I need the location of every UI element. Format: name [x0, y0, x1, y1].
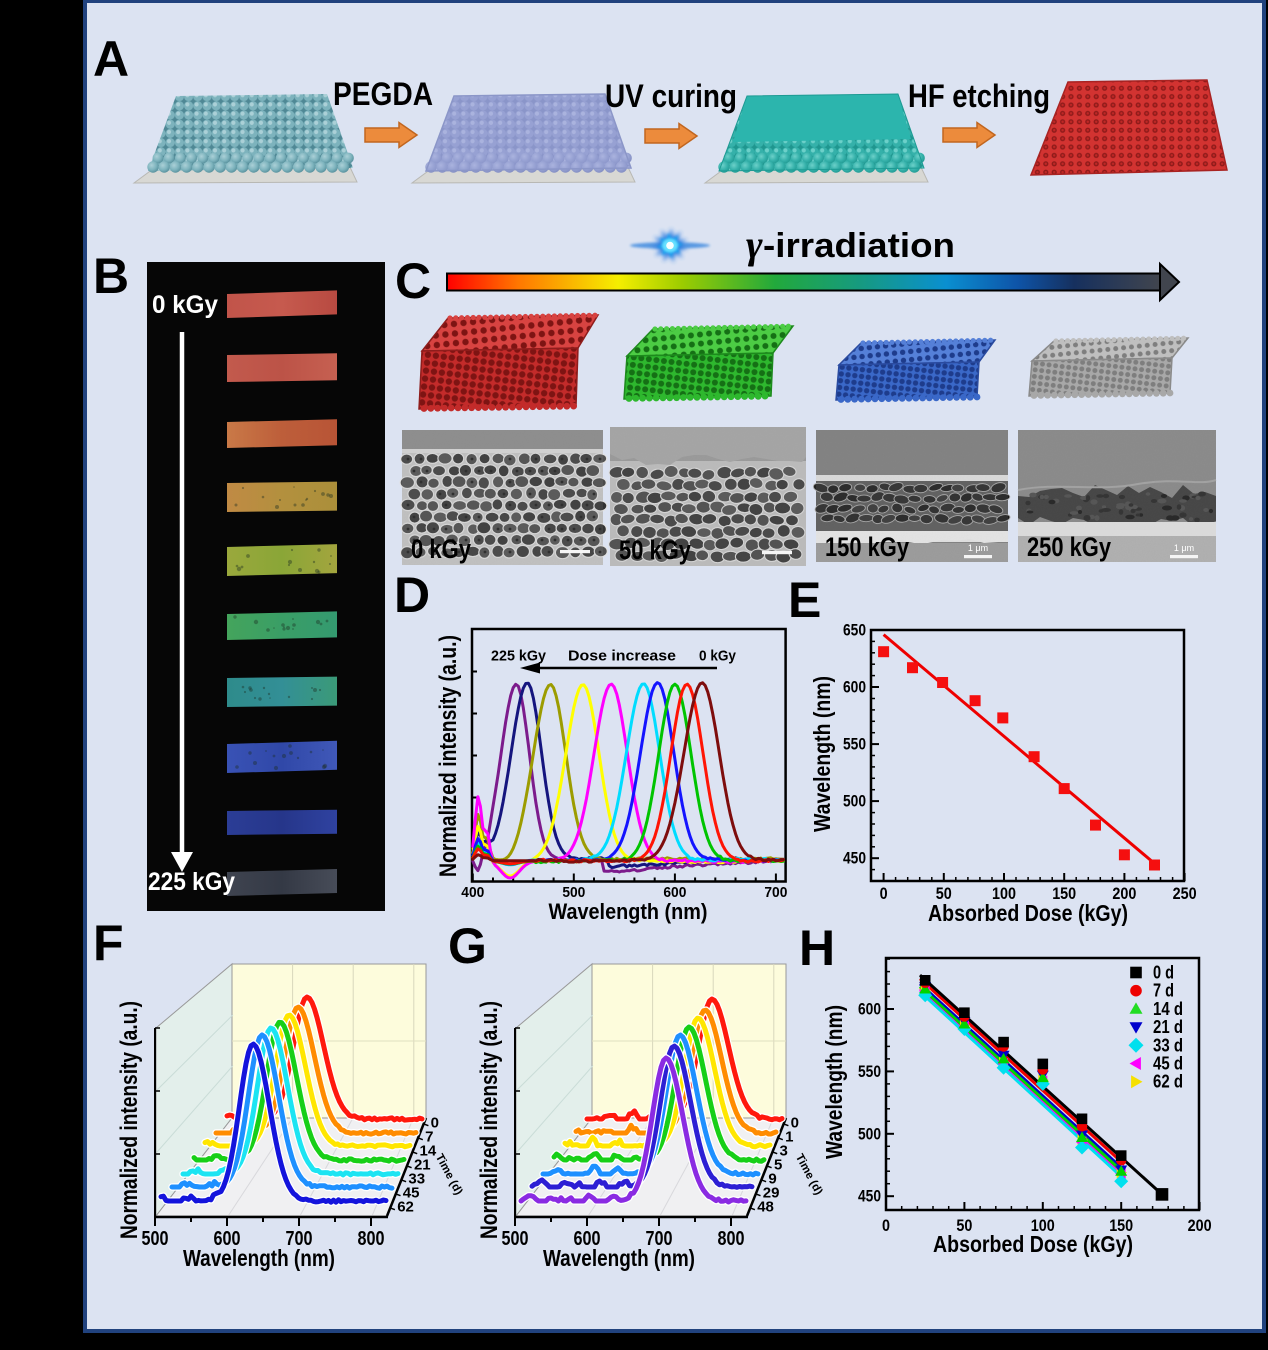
svg-text:250 kGy: 250 kGy [1027, 532, 1111, 562]
svg-text:600: 600 [858, 1001, 881, 1019]
svg-text:550: 550 [843, 736, 866, 754]
svg-text:21: 21 [414, 1156, 431, 1173]
svg-text:Wavelength (nm): Wavelength (nm) [543, 1245, 695, 1271]
svg-text:150: 150 [1109, 1216, 1133, 1235]
svg-text:45: 45 [403, 1184, 420, 1201]
svg-text:500: 500 [142, 1228, 169, 1250]
svg-text:33 d: 33 d [1153, 1035, 1183, 1055]
svg-text:50: 50 [936, 884, 952, 903]
svg-text:45 d: 45 d [1153, 1054, 1183, 1074]
svg-text:0: 0 [882, 1216, 890, 1235]
svg-text:500: 500 [858, 1125, 881, 1143]
svg-text:150: 150 [1052, 884, 1076, 903]
svg-text:HF etching: HF etching [908, 78, 1050, 114]
svg-text:550: 550 [858, 1063, 881, 1081]
svg-text:100: 100 [1031, 1216, 1055, 1235]
svg-text:500: 500 [562, 884, 585, 901]
svg-text:400: 400 [461, 884, 484, 901]
svg-text:0 kGy: 0 kGy [152, 291, 218, 319]
svg-text:G: G [448, 918, 487, 974]
svg-text:7 d: 7 d [1153, 981, 1174, 1001]
svg-text:700: 700 [764, 884, 787, 901]
svg-text:1 μm: 1 μm [968, 543, 988, 553]
svg-text:Absorbed Dose (kGy): Absorbed Dose (kGy) [933, 1231, 1133, 1257]
svg-text:9: 9 [768, 1170, 776, 1187]
svg-text:600: 600 [574, 1228, 601, 1250]
svg-text:62 d: 62 d [1153, 1072, 1183, 1092]
svg-text:Wavelength (nm): Wavelength (nm) [821, 1005, 847, 1159]
svg-text:450: 450 [858, 1188, 881, 1206]
svg-text:62: 62 [397, 1198, 414, 1215]
svg-text:Wavelength (nm): Wavelength (nm) [809, 676, 835, 832]
svg-text:600: 600 [214, 1228, 241, 1250]
svg-text:650: 650 [843, 622, 866, 640]
svg-text:E: E [788, 572, 821, 628]
svg-text:700: 700 [286, 1228, 313, 1250]
svg-text:1: 1 [785, 1128, 793, 1145]
svg-text:0: 0 [431, 1114, 439, 1131]
svg-text:Wavelength (nm): Wavelength (nm) [183, 1245, 335, 1271]
svg-text:250: 250 [1173, 884, 1197, 903]
svg-text:600: 600 [663, 884, 686, 901]
svg-text:29: 29 [763, 1184, 780, 1201]
svg-text:0 kGy: 0 kGy [411, 534, 471, 564]
svg-text:F: F [93, 915, 124, 971]
svg-text:800: 800 [358, 1228, 385, 1250]
svg-text:1 μm: 1 μm [1174, 543, 1194, 553]
svg-text:200: 200 [1188, 1216, 1212, 1235]
svg-text:D: D [394, 567, 430, 623]
svg-text:225 kGy: 225 kGy [148, 868, 235, 896]
svg-text:Normalized intensity (a.u.): Normalized intensity (a.u.) [476, 1001, 503, 1239]
svg-text:450: 450 [843, 850, 866, 868]
svg-text:200: 200 [1112, 884, 1136, 903]
svg-text:800: 800 [718, 1228, 745, 1250]
svg-text:C: C [395, 253, 431, 309]
svg-text:0: 0 [791, 1114, 799, 1131]
svg-text:Dose increase: Dose increase [568, 648, 676, 665]
svg-text:0: 0 [880, 884, 888, 903]
svg-text:500: 500 [843, 793, 866, 811]
svg-text:33: 33 [408, 1170, 425, 1187]
svg-text:Absorbed Dose (kGy): Absorbed Dose (kGy) [928, 900, 1128, 926]
svg-text:A: A [93, 31, 129, 87]
svg-text:48: 48 [757, 1198, 774, 1215]
svg-text:Wavelength (nm): Wavelength (nm) [549, 899, 708, 924]
svg-text:500: 500 [502, 1228, 529, 1250]
svg-text:γ: γ [746, 222, 763, 267]
svg-text:0 kGy: 0 kGy [699, 648, 737, 665]
svg-text:B: B [93, 248, 129, 304]
svg-text:100: 100 [992, 884, 1016, 903]
svg-text:PEGDA: PEGDA [333, 76, 433, 112]
svg-text:50 kGy: 50 kGy [619, 535, 691, 565]
svg-text:0 d: 0 d [1153, 963, 1174, 983]
svg-text:Normalized intensity (a.u.): Normalized intensity (a.u.) [435, 635, 462, 877]
svg-text:5: 5 [774, 1156, 782, 1173]
svg-text:3: 3 [780, 1142, 788, 1159]
svg-text:700: 700 [646, 1228, 673, 1250]
svg-text:-irradiation: -irradiation [763, 227, 955, 265]
svg-text:14: 14 [420, 1142, 437, 1159]
svg-text:600: 600 [843, 679, 866, 697]
svg-text:UV curing: UV curing [605, 78, 737, 114]
svg-text:50: 50 [956, 1216, 972, 1235]
svg-text:7: 7 [425, 1128, 433, 1145]
svg-text:H: H [799, 920, 835, 976]
svg-text:14 d: 14 d [1153, 999, 1183, 1019]
svg-text:Normalized intensity (a.u.): Normalized intensity (a.u.) [116, 1001, 143, 1239]
svg-text:21 d: 21 d [1153, 1017, 1183, 1037]
svg-text:225 kGy: 225 kGy [491, 648, 547, 665]
svg-text:150 kGy: 150 kGy [825, 532, 909, 562]
